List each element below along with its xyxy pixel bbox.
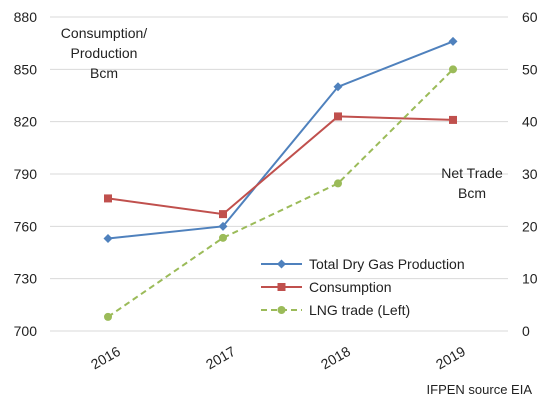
data-point-consumption	[449, 115, 457, 124]
series-lines	[107, 40, 454, 318]
series-markers	[103, 36, 458, 321]
left-axis-title-line: Consumption/	[61, 25, 147, 41]
left-tick-label: 700	[14, 323, 38, 339]
right-tick-label: 60	[522, 9, 538, 25]
left-tick-label: 760	[14, 218, 38, 234]
legend-swatch-marker	[277, 306, 286, 314]
x-tick-label: 2016	[88, 343, 123, 373]
grid	[50, 16, 508, 332]
left-tick-label: 880	[14, 9, 38, 25]
data-point-total-dry-gas-production	[448, 36, 458, 46]
left-tick-label: 820	[14, 114, 38, 130]
right-tick-label: 30	[522, 166, 538, 182]
right-tick-label: 0	[522, 323, 530, 339]
data-point-lng-trade-left	[334, 179, 342, 188]
right-axis-title-line: Bcm	[458, 185, 486, 201]
legend-swatch-marker	[277, 259, 286, 269]
data-point-consumption	[334, 112, 342, 121]
right-tick-label: 40	[522, 114, 538, 130]
series-line-total-dry-gas-production	[107, 40, 454, 240]
right-axis-title: Net Trade Bcm	[441, 165, 503, 201]
x-tick-label: 2018	[318, 343, 353, 373]
data-point-consumption	[104, 194, 112, 203]
legend-label: Total Dry Gas Production	[309, 256, 465, 272]
left-tick-label: 790	[14, 166, 38, 182]
left-axis-ticks: 700 730 760 790 820 850 880	[14, 9, 38, 339]
left-axis-title-line: Bcm	[90, 65, 118, 81]
series-line-consumption	[107, 115, 454, 216]
left-tick-label: 850	[14, 61, 38, 77]
left-axis-title: Consumption/Production Bcm	[61, 25, 147, 81]
data-point-lng-trade-left	[449, 65, 457, 74]
right-tick-label: 50	[522, 61, 538, 77]
right-tick-label: 10	[522, 271, 538, 287]
legend-label: LNG trade (Left)	[309, 302, 410, 318]
data-point-consumption	[219, 210, 227, 219]
x-axis-ticks: 2016 2017 2018 2019	[88, 343, 468, 373]
data-point-total-dry-gas-production	[218, 221, 228, 231]
data-point-total-dry-gas-production	[333, 82, 343, 92]
legend-label: Consumption	[309, 279, 392, 295]
right-tick-label: 20	[522, 218, 538, 234]
x-tick-label: 2019	[433, 343, 468, 373]
series-line-lng-trade-left	[107, 68, 454, 318]
right-axis-ticks: 0 10 20 30 40 50 60	[522, 9, 538, 339]
data-point-lng-trade-left	[219, 233, 227, 242]
source-note: IFPEN source EIA	[427, 382, 533, 397]
x-tick-label: 2017	[203, 343, 238, 373]
left-tick-label: 730	[14, 271, 38, 287]
right-axis-title-line: Net Trade	[441, 165, 503, 181]
data-point-lng-trade-left	[104, 312, 112, 321]
legend-swatch-marker	[277, 283, 286, 291]
left-axis-title-line: Production	[71, 45, 138, 61]
legend: Total Dry Gas Production Consumption LNG t…	[261, 256, 465, 318]
data-point-total-dry-gas-production	[103, 234, 113, 244]
